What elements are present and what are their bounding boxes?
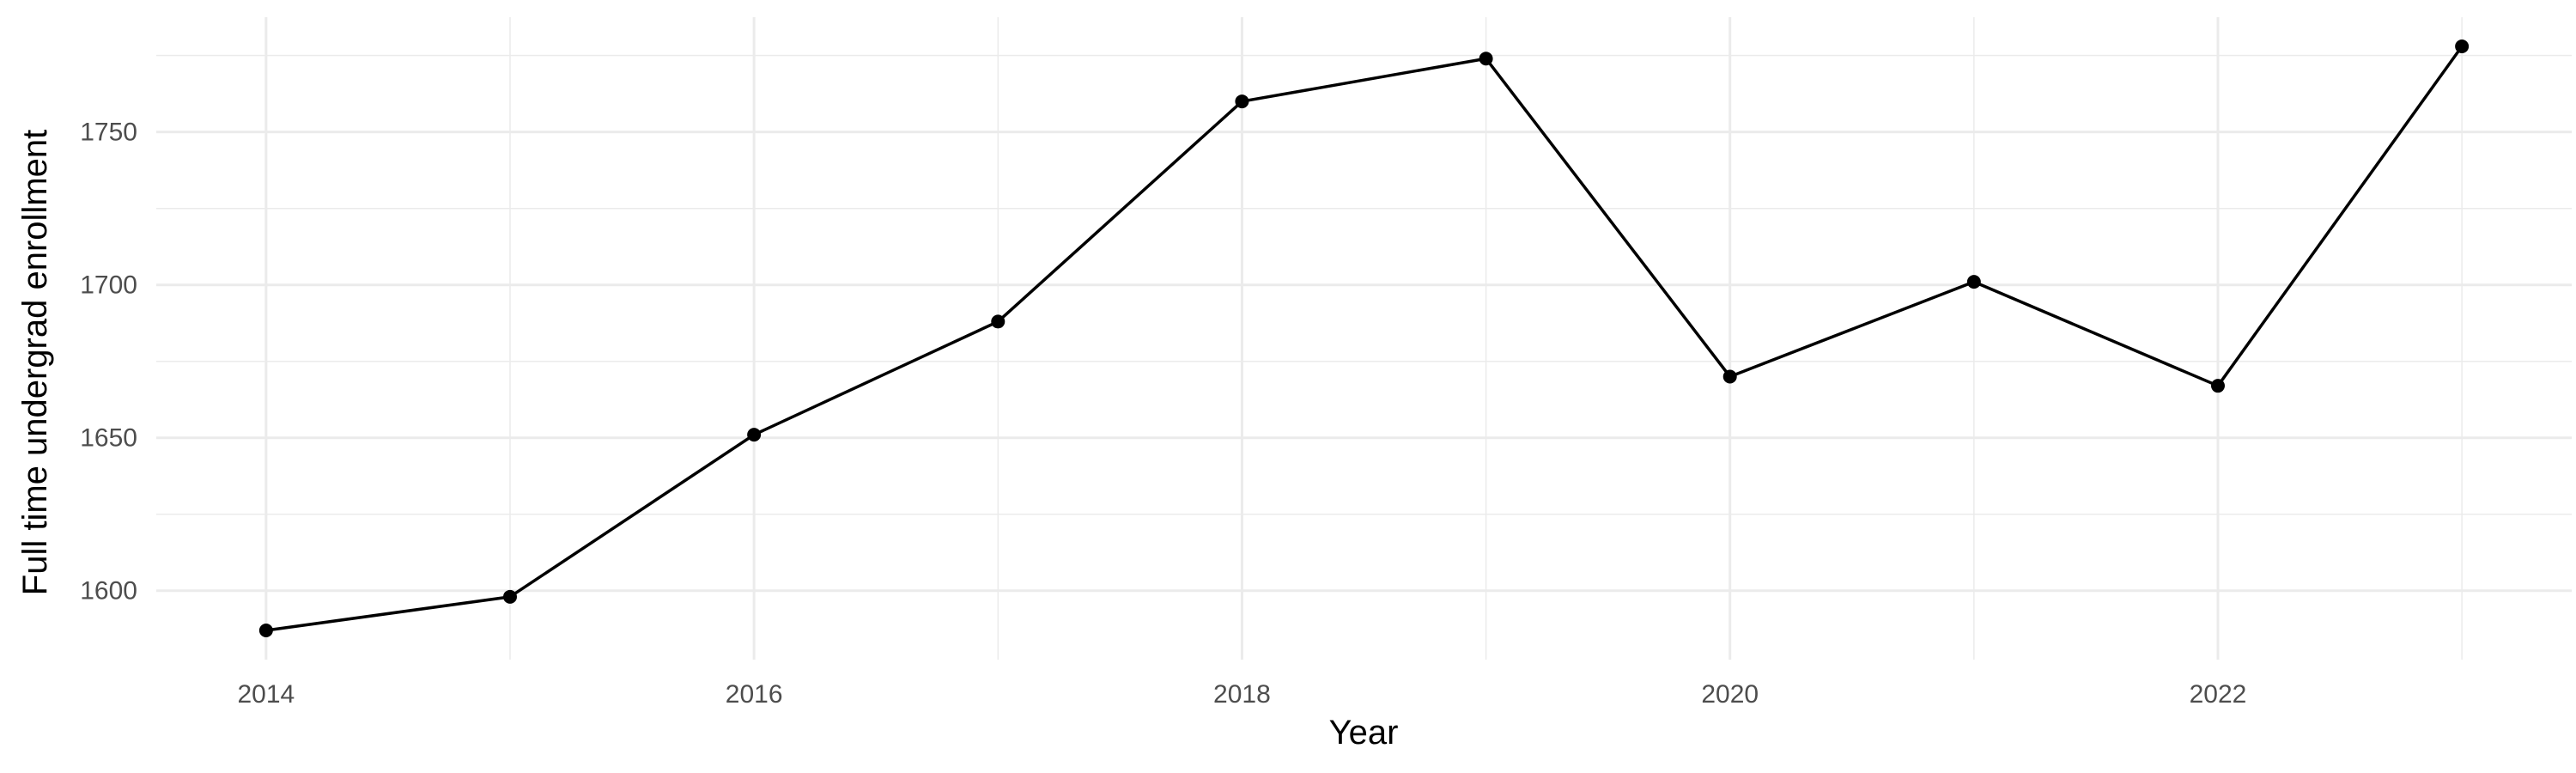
data-point-2018 — [1235, 94, 1249, 109]
x-tick-label: 2022 — [2190, 680, 2247, 709]
data-point-2020 — [1722, 369, 1737, 384]
grid — [156, 17, 2572, 660]
y-tick-label: 1650 — [80, 424, 137, 453]
y-tick-label: 1750 — [80, 119, 137, 147]
data-point-2022 — [2210, 379, 2225, 393]
x-tick-label: 2016 — [726, 680, 783, 709]
y-axis-title: Full time undergrad enrollment — [16, 130, 54, 595]
points-layer — [258, 40, 2470, 637]
data-point-2015 — [503, 589, 518, 604]
data-point-2023 — [2455, 40, 2470, 53]
data-point-2016 — [747, 428, 762, 442]
y-axis-ticks: 1600 1650 1700 1750 — [80, 119, 137, 606]
data-point-2014 — [258, 624, 273, 637]
series-line — [265, 45, 2464, 632]
y-tick-label: 1700 — [80, 271, 137, 300]
series-layer — [265, 45, 2464, 632]
x-tick-label: 2018 — [1213, 680, 1271, 709]
data-point-2017 — [991, 314, 1005, 329]
data-point-2021 — [1966, 275, 1981, 289]
x-axis-ticks: 2014 2016 2018 2020 2022 — [237, 680, 2246, 709]
x-axis-title: Year — [1329, 714, 1399, 752]
x-tick-label: 2020 — [1701, 680, 1759, 709]
y-tick-label: 1600 — [80, 577, 137, 606]
x-tick-label: 2014 — [237, 680, 295, 709]
data-point-2019 — [1479, 52, 1493, 66]
